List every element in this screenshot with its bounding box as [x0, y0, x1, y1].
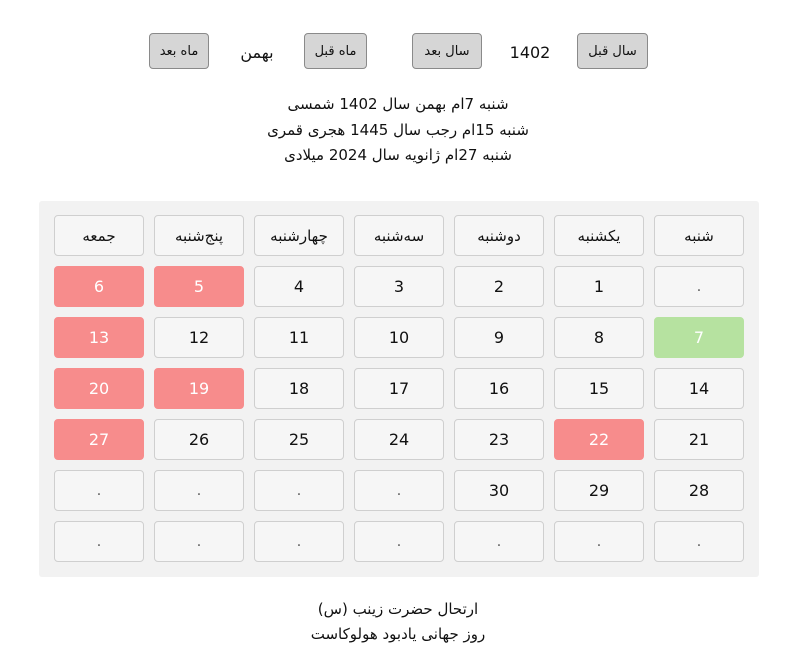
- weekday-header: شنبه: [654, 215, 744, 256]
- empty-day-cell: .: [354, 521, 444, 562]
- day-cell[interactable]: 6: [54, 266, 144, 307]
- day-cell[interactable]: 10: [354, 317, 444, 358]
- day-cell[interactable]: 21: [654, 419, 744, 460]
- empty-day-cell: .: [154, 470, 244, 511]
- empty-day-cell: .: [154, 521, 244, 562]
- empty-day-cell: .: [554, 521, 644, 562]
- day-cell[interactable]: 18: [254, 368, 344, 409]
- event-item: ارتحال حضرت زینب (س): [317, 600, 479, 618]
- next-year-button[interactable]: سال بعد: [412, 33, 482, 69]
- day-cell[interactable]: 25: [254, 419, 344, 460]
- prev-month-button[interactable]: ماه قبل: [304, 33, 367, 69]
- weekday-header: دوشنبه: [454, 215, 544, 256]
- day-cell[interactable]: 3: [354, 266, 444, 307]
- day-cell[interactable]: 27: [54, 419, 144, 460]
- day-cell[interactable]: 23: [454, 419, 544, 460]
- weekday-header: جمعه: [54, 215, 144, 256]
- day-cell[interactable]: 5: [154, 266, 244, 307]
- day-cell[interactable]: 15: [554, 368, 644, 409]
- date-summary: شنبه 7ام بهمن سال 1402 شمسی شنبه 15ام رج…: [0, 92, 796, 169]
- empty-day-cell: .: [654, 521, 744, 562]
- day-cell[interactable]: 28: [654, 470, 744, 511]
- day-cell[interactable]: 8: [554, 317, 644, 358]
- day-cell[interactable]: 22: [554, 419, 644, 460]
- day-cell[interactable]: 20: [54, 368, 144, 409]
- empty-day-cell: .: [54, 521, 144, 562]
- day-cell[interactable]: 1: [554, 266, 644, 307]
- day-cell[interactable]: 24: [354, 419, 444, 460]
- day-cell[interactable]: 14: [654, 368, 744, 409]
- empty-day-cell: .: [254, 521, 344, 562]
- day-cell[interactable]: 4: [254, 266, 344, 307]
- day-cell[interactable]: 29: [554, 470, 644, 511]
- empty-day-cell: .: [254, 470, 344, 511]
- events-list: ارتحال حضرت زینب (س) روز جهانی یادبود هو…: [0, 597, 796, 647]
- weekday-header: چهارشنبه: [254, 215, 344, 256]
- day-cell[interactable]: 26: [154, 419, 244, 460]
- prev-year-button[interactable]: سال قبل: [577, 33, 648, 69]
- day-cell[interactable]: 12: [154, 317, 244, 358]
- day-cell[interactable]: 9: [454, 317, 544, 358]
- month-name: بهمن: [240, 42, 274, 62]
- empty-day-cell: .: [654, 266, 744, 307]
- day-cell[interactable]: 13: [54, 317, 144, 358]
- day-cell[interactable]: 16: [454, 368, 544, 409]
- day-cell[interactable]: 7: [654, 317, 744, 358]
- shamsi-date: شنبه 7ام بهمن سال 1402 شمسی: [287, 95, 509, 113]
- gregorian-date: شنبه 27ام ژانویه سال 2024 میلادی: [284, 146, 512, 164]
- day-cell[interactable]: 19: [154, 368, 244, 409]
- weekday-header: سه‌شنبه: [354, 215, 444, 256]
- empty-day-cell: .: [54, 470, 144, 511]
- day-cell[interactable]: 11: [254, 317, 344, 358]
- empty-day-cell: .: [454, 521, 544, 562]
- event-item: روز جهانی یادبود هولوکاست: [310, 625, 486, 643]
- weekday-header: پنج‌شنبه: [154, 215, 244, 256]
- next-month-button[interactable]: ماه بعد: [149, 33, 209, 69]
- calendar-grid: شنبه یکشنبه دوشنبه سه‌شنبه چهارشنبه پنج‌شنبه ج…: [39, 201, 759, 577]
- weekday-header: یکشنبه: [554, 215, 644, 256]
- day-cell[interactable]: 30: [454, 470, 544, 511]
- day-cell[interactable]: 2: [454, 266, 544, 307]
- hijri-date: شنبه 15ام رجب سال 1445 هجری قمری: [267, 120, 529, 139]
- empty-day-cell: .: [354, 470, 444, 511]
- year-value: 1402: [509, 42, 551, 62]
- day-cell[interactable]: 17: [354, 368, 444, 409]
